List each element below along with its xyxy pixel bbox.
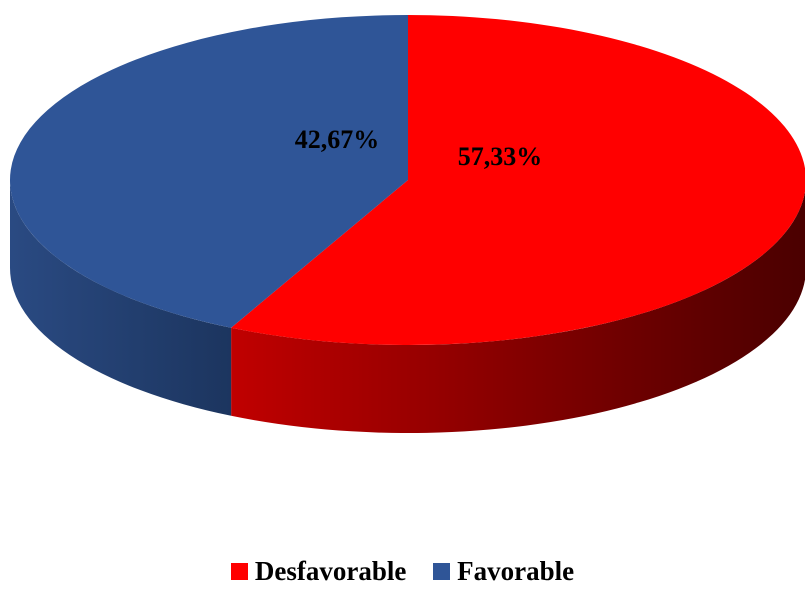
legend-item-favorable: Favorable	[433, 556, 574, 587]
legend-label-desfavorable: Desfavorable	[254, 556, 407, 586]
data-label-desfavorable: 57,33%	[458, 142, 543, 171]
pie-side-desfavorable	[231, 191, 805, 433]
legend-label-favorable: Favorable	[457, 556, 575, 586]
legend: Desfavorable Favorable	[0, 556, 805, 587]
pie-slice-desfavorable	[231, 15, 805, 345]
data-label-favorable: 42,67%	[295, 125, 380, 154]
legend-swatch-favorable	[433, 563, 451, 580]
legend-swatch-desfavorable	[230, 563, 248, 580]
legend-item-desfavorable: Desfavorable	[230, 556, 407, 587]
pie-slice-favorable	[10, 14, 408, 328]
pie-chart: 57,33% 42,67%	[10, 14, 805, 433]
pie-side-favorable	[10, 180, 232, 416]
